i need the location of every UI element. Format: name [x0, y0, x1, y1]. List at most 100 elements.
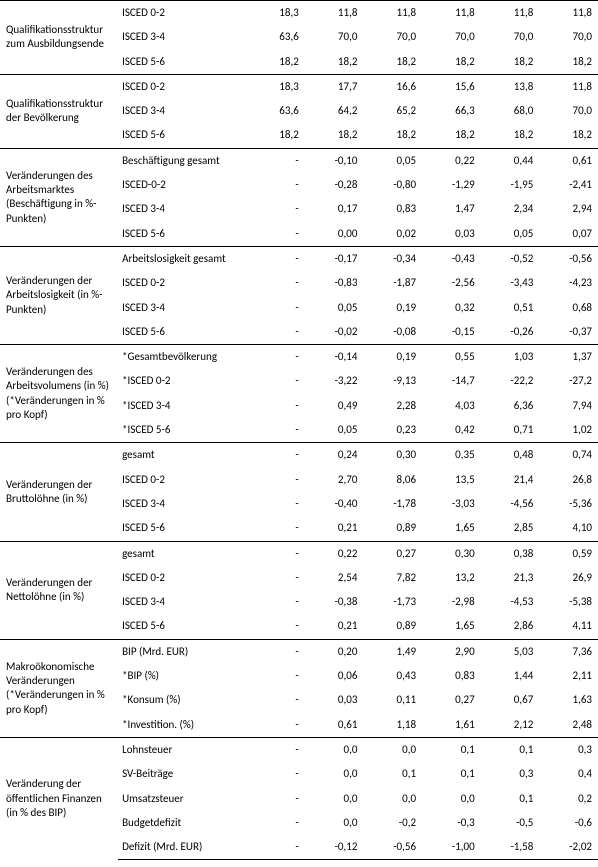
- value-cell: -1,58: [481, 835, 540, 860]
- value-cell: 65,2: [363, 99, 422, 123]
- row-label: Umsatzsteuer: [118, 787, 246, 811]
- row-label: ISCED 5-6: [118, 123, 246, 148]
- value-cell: 0,05: [363, 148, 422, 173]
- value-cell: -: [246, 173, 305, 197]
- value-cell: 0,89: [363, 516, 422, 541]
- value-cell: -: [246, 590, 305, 614]
- value-cell: 11,8: [305, 1, 364, 26]
- value-cell: 0,49: [305, 394, 364, 418]
- row-label: *Gesamtbevölkerung: [118, 345, 246, 370]
- value-cell: 2,86: [481, 614, 540, 639]
- value-cell: -0,26: [481, 320, 540, 345]
- value-cell: -0,5: [481, 811, 540, 835]
- value-cell: 7,36: [539, 639, 598, 664]
- value-cell: 18,2: [539, 123, 598, 148]
- row-label: ISCED 3-4: [118, 197, 246, 221]
- value-cell: -: [246, 443, 305, 468]
- value-cell: 66,3: [422, 99, 481, 123]
- value-cell: 0,05: [305, 296, 364, 320]
- value-cell: 1,65: [422, 614, 481, 639]
- value-cell: -1,87: [363, 271, 422, 295]
- value-cell: 15,6: [422, 74, 481, 99]
- value-cell: -: [246, 369, 305, 393]
- page: Qualifikationsstruktur zum Ausbildungsen…: [0, 0, 598, 860]
- row-label: SV-Beiträge: [118, 762, 246, 786]
- value-cell: -1,95: [481, 173, 540, 197]
- value-cell: 0,1: [363, 762, 422, 786]
- value-cell: -0,12: [305, 835, 364, 860]
- value-cell: 0,59: [539, 541, 598, 566]
- value-cell: 2,34: [481, 197, 540, 221]
- value-cell: -0,43: [422, 246, 481, 271]
- value-cell: 18,2: [481, 123, 540, 148]
- value-cell: -: [246, 271, 305, 295]
- value-cell: 0,07: [539, 222, 598, 247]
- value-cell: 0,74: [539, 443, 598, 468]
- value-cell: -: [246, 762, 305, 786]
- value-cell: -1,00: [422, 835, 481, 860]
- row-label: ISCED 5-6: [118, 320, 246, 345]
- value-cell: -1,73: [363, 590, 422, 614]
- value-cell: -1,78: [363, 492, 422, 516]
- value-cell: 13,2: [422, 566, 481, 590]
- value-cell: -: [246, 639, 305, 664]
- row-label: BIP (Mrd. EUR): [118, 639, 246, 664]
- row-label: ISCED 5-6: [118, 50, 246, 75]
- value-cell: -27,2: [539, 369, 598, 393]
- value-cell: 0,0: [305, 787, 364, 811]
- value-cell: 68,0: [481, 99, 540, 123]
- value-cell: -: [246, 222, 305, 247]
- value-cell: 0,19: [363, 345, 422, 370]
- value-cell: -: [246, 811, 305, 835]
- value-cell: 18,2: [363, 123, 422, 148]
- value-cell: 11,8: [422, 1, 481, 26]
- value-cell: 0,0: [363, 787, 422, 811]
- row-label: *ISCED 5-6: [118, 418, 246, 443]
- value-cell: 0,61: [305, 713, 364, 738]
- value-cell: -0,08: [363, 320, 422, 345]
- group-label: Qualifikationsstruktur der Bevölkerung: [0, 74, 118, 148]
- value-cell: 2,70: [305, 468, 364, 492]
- value-cell: 0,32: [422, 296, 481, 320]
- value-cell: 70,0: [422, 25, 481, 49]
- value-cell: 0,11: [363, 688, 422, 712]
- value-cell: -0,52: [481, 246, 540, 271]
- value-cell: 1,47: [422, 197, 481, 221]
- row-label: Arbeitslosigkeit gesamt: [118, 246, 246, 271]
- value-cell: -: [246, 664, 305, 688]
- value-cell: 2,28: [363, 394, 422, 418]
- row-label: gesamt: [118, 541, 246, 566]
- row-label: Budgetdefizit: [118, 811, 246, 835]
- value-cell: -9,13: [363, 369, 422, 393]
- row-label: ISCED 3-4: [118, 296, 246, 320]
- value-cell: 18,2: [305, 50, 364, 75]
- value-cell: 0,30: [422, 541, 481, 566]
- value-cell: 16,6: [363, 74, 422, 99]
- value-cell: -4,56: [481, 492, 540, 516]
- group-label: Makroökonomische Veränderungen (*Verände…: [0, 639, 118, 737]
- value-cell: 0,0: [305, 737, 364, 762]
- value-cell: 0,42: [422, 418, 481, 443]
- row-label: ISCED 0-2: [118, 271, 246, 295]
- value-cell: -: [246, 492, 305, 516]
- value-cell: -4,53: [481, 590, 540, 614]
- value-cell: 11,8: [363, 1, 422, 26]
- value-cell: 18,2: [481, 50, 540, 75]
- value-cell: -: [246, 713, 305, 738]
- value-cell: 0,22: [422, 148, 481, 173]
- value-cell: 2,85: [481, 516, 540, 541]
- value-cell: -0,28: [305, 173, 364, 197]
- value-cell: 0,51: [481, 296, 540, 320]
- row-label: ISCED 0-2: [118, 468, 246, 492]
- value-cell: 2,11: [539, 664, 598, 688]
- value-cell: -: [246, 246, 305, 271]
- value-cell: -0,14: [305, 345, 364, 370]
- value-cell: 6,36: [481, 394, 540, 418]
- value-cell: 11,8: [539, 74, 598, 99]
- value-cell: 0,21: [305, 516, 364, 541]
- value-cell: -0,80: [363, 173, 422, 197]
- value-cell: 8,06: [363, 468, 422, 492]
- value-cell: -0,83: [305, 271, 364, 295]
- value-cell: -0,56: [363, 835, 422, 860]
- value-cell: 0,71: [481, 418, 540, 443]
